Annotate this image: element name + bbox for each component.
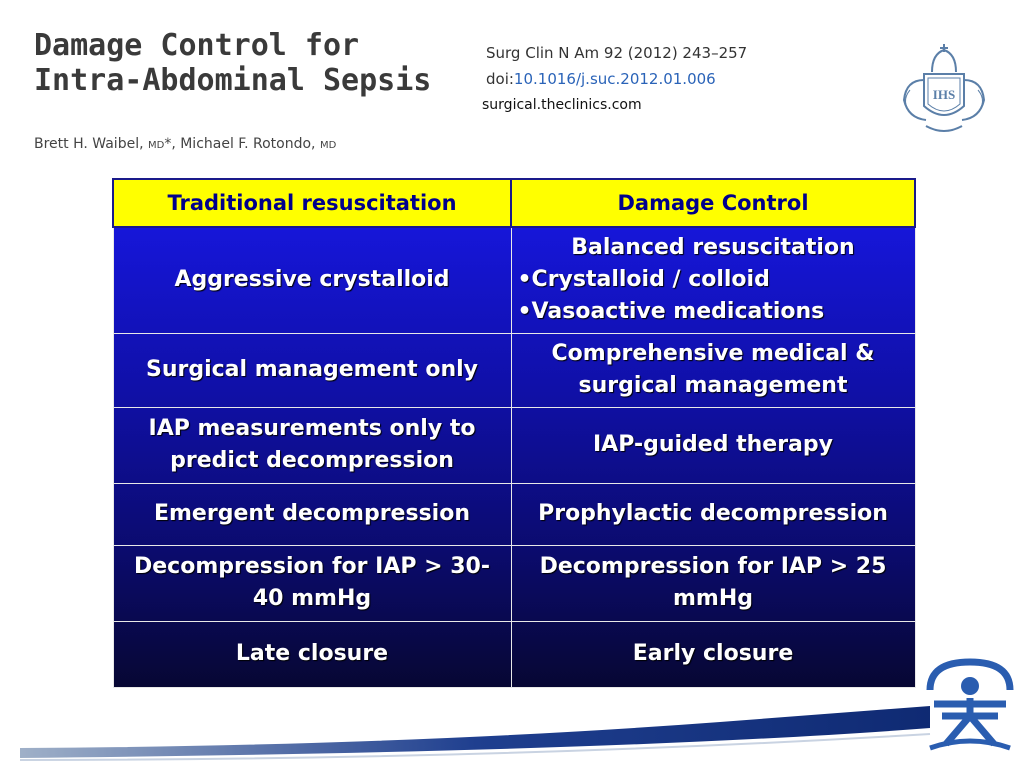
table-row: Emergent decompression Prophylactic deco… bbox=[112, 482, 916, 546]
cell-traditional: Emergent decompression bbox=[112, 482, 512, 546]
list-item: •Crystalloid / colloid bbox=[517, 267, 770, 293]
cell-damage-control: Decompression for IAP > 25 mmHg bbox=[510, 544, 916, 622]
header-damage-control: Damage Control bbox=[510, 178, 916, 228]
institution-crest-icon: IHS bbox=[902, 44, 986, 132]
author-separator: *, bbox=[164, 136, 181, 152]
citation-block: Surg Clin N Am 92 (2012) 243–257 doi:10.… bbox=[482, 40, 748, 118]
cell-traditional: Late closure bbox=[112, 620, 512, 689]
author-2: Michael F. Rotondo, bbox=[180, 136, 320, 152]
authors-line: Brett H. Waibel, MD*, Michael F. Rotondo… bbox=[34, 136, 336, 152]
website-line: surgical.theclinics.com bbox=[482, 92, 747, 118]
cell-damage-control: Early closure bbox=[510, 620, 916, 689]
site-part-b: .theclinics.com bbox=[536, 97, 642, 113]
site-part-a: surgical bbox=[482, 97, 537, 113]
cell-damage-control: Balanced resuscitation •Crystalloid / co… bbox=[510, 226, 916, 334]
title-line-1: Damage Control for bbox=[34, 28, 360, 63]
decorative-stripe bbox=[19, 706, 931, 761]
header-traditional: Traditional resuscitation bbox=[112, 178, 512, 228]
table-row: IAP measurements only to predict decompr… bbox=[112, 406, 916, 484]
cell-damage-control-head: Balanced resuscitation bbox=[571, 235, 855, 261]
crest-letters: IHS bbox=[933, 87, 955, 102]
table-header-row: Traditional resuscitation Damage Control bbox=[112, 178, 916, 228]
author-1: Brett H. Waibel, bbox=[34, 136, 148, 152]
cell-traditional: IAP measurements only to predict decompr… bbox=[112, 406, 512, 484]
cell-traditional: Decompression for IAP > 30-40 mmHg bbox=[112, 544, 512, 622]
table-row: Aggressive crystalloid Balanced resuscit… bbox=[112, 226, 916, 334]
cell-traditional: Aggressive crystalloid bbox=[112, 226, 512, 334]
slide-title: Damage Control for Intra-Abdominal Sepsi… bbox=[34, 28, 431, 98]
table-row: Late closure Early closure bbox=[112, 620, 916, 689]
table-row: Decompression for IAP > 30-40 mmHg Decom… bbox=[112, 544, 916, 622]
institution-logo-icon bbox=[926, 658, 1014, 751]
degree-1: MD bbox=[147, 140, 165, 151]
list-item: •Vasoactive medications bbox=[517, 299, 825, 325]
cell-damage-control: Comprehensive medical & surgical managem… bbox=[510, 332, 916, 408]
title-line-2: Intra-Abdominal Sepsis bbox=[34, 63, 432, 98]
cell-damage-control: Prophylactic decompression bbox=[510, 482, 916, 546]
cell-traditional: Surgical management only bbox=[112, 332, 512, 408]
journal-citation: Surg Clin N Am 92 (2012) 243–257 bbox=[486, 44, 748, 62]
doi-link[interactable]: 10.1016/j.suc.2012.01.006 bbox=[513, 70, 716, 88]
table-row: Surgical management only Comprehensive m… bbox=[112, 332, 916, 408]
doi-prefix: doi: bbox=[486, 70, 514, 88]
doi-line: doi:10.1016/j.suc.2012.01.006 bbox=[486, 66, 747, 92]
degree-2: MD bbox=[319, 140, 337, 151]
comparison-table: Traditional resuscitation Damage Control… bbox=[112, 178, 916, 689]
cell-damage-control: IAP-guided therapy bbox=[510, 406, 916, 484]
